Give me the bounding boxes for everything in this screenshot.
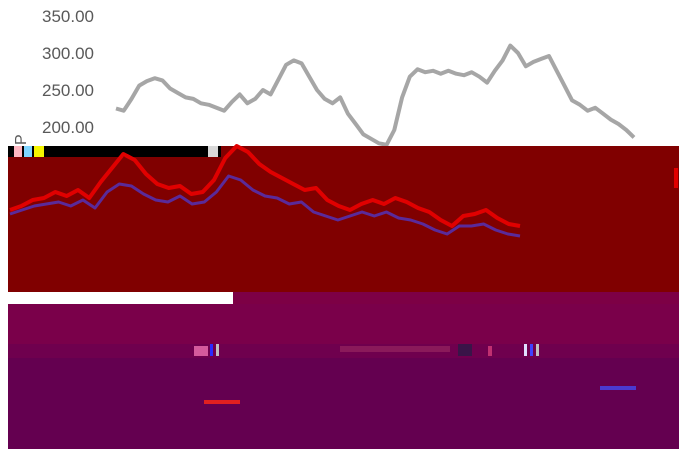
glitch-block [488, 346, 492, 356]
corrupted-band-step [233, 292, 679, 304]
red-series-line [9, 144, 521, 228]
y-tick-label: 300.00 [42, 44, 94, 63]
glitch-block [524, 344, 527, 356]
glitch-strip [8, 146, 221, 157]
glitch-block [536, 344, 539, 356]
legend-swatch-red [204, 400, 240, 404]
glitch-block [340, 346, 450, 352]
glitch-block [210, 344, 213, 356]
y-tick-label: 200.00 [42, 118, 94, 137]
glitch-block [194, 346, 208, 356]
glitch-pixel [34, 146, 44, 157]
corrupted-band-plum-lower [8, 358, 679, 449]
purple-series-line [9, 174, 521, 238]
y-tick-label: 250.00 [42, 81, 94, 100]
glitch-block [216, 344, 219, 356]
glitch-block [530, 344, 533, 356]
glitch-block [458, 344, 472, 356]
glitch-pixel [14, 146, 22, 157]
y-tick-label: 350.00 [42, 7, 94, 26]
line-chart-visible-region: 350.00 300.00 250.00 200.00 P [0, 0, 679, 150]
glitch-pixel [24, 146, 32, 157]
corrupted-band-magenta [8, 304, 679, 344]
legend-swatch-purple [600, 386, 636, 390]
glitch-pixel [208, 146, 218, 157]
left-margin-strip [0, 146, 8, 449]
grey-series-line [115, 43, 636, 146]
